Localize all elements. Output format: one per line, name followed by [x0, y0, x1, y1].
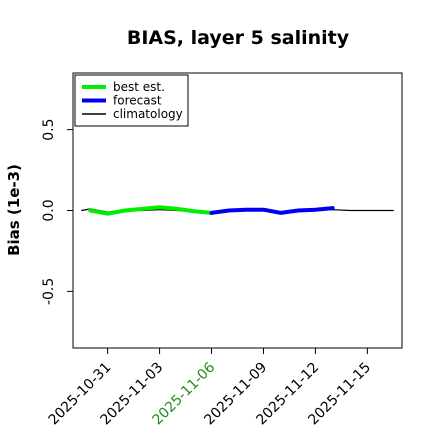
y-axis: -0.5 0.0 0.5 [41, 118, 73, 305]
y-axis-label: Bias (1e-3) [5, 164, 23, 256]
y-tick-label: 0.5 [41, 118, 57, 140]
legend-label-climatology: climatology [113, 107, 183, 121]
y-tick-label: 0.0 [41, 199, 57, 221]
x-axis: 2025-10-312025-11-032025-11-062025-11-09… [46, 348, 374, 428]
legend-label-best-est: best est. [113, 80, 165, 94]
series-line-forecast [209, 206, 335, 215]
series-line-best-est [88, 205, 214, 216]
series-layer [81, 205, 394, 216]
y-tick-label: -0.5 [41, 278, 57, 305]
chart-title: BIAS, layer 5 salinity [127, 27, 350, 49]
legend-label-forecast: forecast [113, 94, 162, 108]
